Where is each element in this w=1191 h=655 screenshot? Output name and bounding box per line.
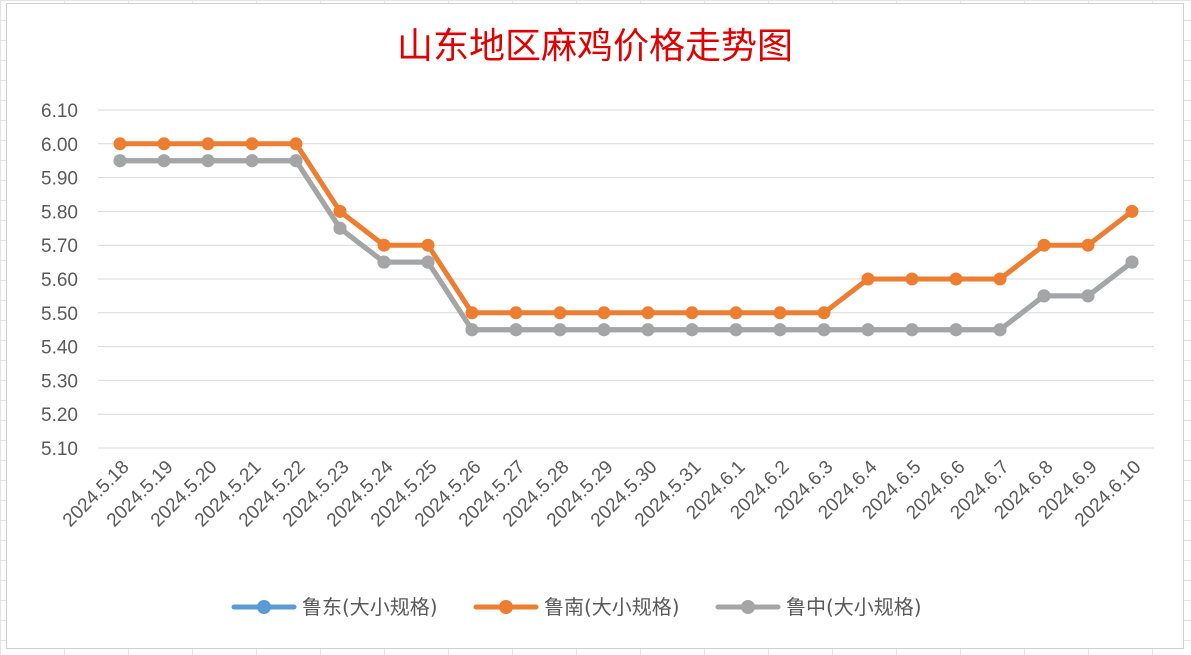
data-point[interactable] (729, 306, 743, 320)
y-axis-ticks: 6.10 6.00 5.90 5.80 5.70 5.60 5.50 5.40 5.30 5.20… (41, 101, 78, 460)
y-tick-label: 6.00 (41, 135, 78, 156)
data-point[interactable] (685, 306, 699, 320)
data-point[interactable] (289, 154, 303, 168)
data-point[interactable] (861, 323, 875, 337)
legend-item[interactable]: 鲁南(大小规格) (473, 595, 680, 619)
legend-marker (741, 600, 755, 614)
data-point[interactable] (421, 238, 435, 252)
data-point[interactable] (333, 204, 347, 218)
data-point[interactable] (553, 323, 567, 337)
data-point[interactable] (157, 154, 171, 168)
data-point[interactable] (377, 238, 391, 252)
data-point[interactable] (597, 323, 611, 337)
data-point[interactable] (553, 306, 567, 320)
data-point[interactable] (729, 323, 743, 337)
y-tick-label: 5.40 (41, 338, 78, 359)
legend-label: 鲁东(大小规格) (302, 595, 438, 619)
data-point[interactable] (1125, 255, 1139, 269)
y-tick-label: 5.80 (41, 202, 78, 223)
series-layer (113, 137, 1139, 337)
data-point[interactable] (641, 306, 655, 320)
data-point[interactable] (861, 272, 875, 286)
data-point[interactable] (817, 306, 831, 320)
y-tick-label: 5.90 (41, 169, 78, 190)
y-tick-label: 5.10 (41, 439, 78, 460)
data-point[interactable] (1125, 204, 1139, 218)
data-point[interactable] (113, 154, 127, 168)
data-point[interactable] (949, 323, 963, 337)
data-point[interactable] (509, 323, 523, 337)
data-point[interactable] (817, 323, 831, 337)
data-point[interactable] (993, 323, 1007, 337)
data-point[interactable] (289, 137, 303, 151)
y-tick-label: 5.70 (41, 236, 78, 257)
legend-label: 鲁南(大小规格) (544, 595, 680, 619)
data-point[interactable] (377, 255, 391, 269)
data-point[interactable] (1081, 289, 1095, 303)
y-tick-label: 5.30 (41, 371, 78, 392)
data-point[interactable] (421, 255, 435, 269)
data-point[interactable] (905, 323, 919, 337)
data-point[interactable] (1037, 289, 1051, 303)
x-axis-ticks: 2024.5.182024.5.192024.5.202024.5.212024… (59, 456, 1146, 531)
y-tick-label: 5.60 (41, 270, 78, 291)
data-point[interactable] (993, 272, 1007, 286)
y-tick-label: 6.10 (41, 101, 78, 122)
series-2 (113, 154, 1139, 337)
data-point[interactable] (597, 306, 611, 320)
chart-area[interactable] (6, 3, 1184, 649)
data-point[interactable] (1037, 238, 1051, 252)
data-point[interactable] (905, 272, 919, 286)
data-point[interactable] (949, 272, 963, 286)
data-point[interactable] (773, 323, 787, 337)
legend-marker (499, 600, 513, 614)
data-point[interactable] (113, 137, 127, 151)
data-point[interactable] (201, 154, 215, 168)
legend-item[interactable]: 鲁东(大小规格) (231, 595, 438, 619)
legend-item[interactable]: 鲁中(大小规格) (715, 595, 922, 619)
y-tick-label: 5.20 (41, 405, 78, 426)
chart-title: 山东地区麻鸡价格走势图 (397, 26, 793, 67)
gridlines (98, 109, 1154, 449)
data-point[interactable] (773, 306, 787, 320)
data-point[interactable] (245, 137, 259, 151)
data-point[interactable] (1081, 238, 1095, 252)
series-1 (113, 137, 1139, 320)
data-point[interactable] (333, 221, 347, 235)
data-point[interactable] (465, 306, 479, 320)
y-tick-label: 5.50 (41, 304, 78, 325)
legend-label: 鲁中(大小规格) (786, 595, 922, 619)
data-point[interactable] (641, 323, 655, 337)
data-point[interactable] (157, 137, 171, 151)
data-point[interactable] (509, 306, 523, 320)
legend: 鲁东(大小规格) 鲁南(大小规格) 鲁中(大小规格) (231, 595, 922, 619)
series-line (117, 158, 1135, 333)
legend-marker (257, 600, 271, 614)
series-line (117, 141, 1135, 316)
data-point[interactable] (465, 323, 479, 337)
data-point[interactable] (201, 137, 215, 151)
data-point[interactable] (245, 154, 259, 168)
data-point[interactable] (685, 323, 699, 337)
